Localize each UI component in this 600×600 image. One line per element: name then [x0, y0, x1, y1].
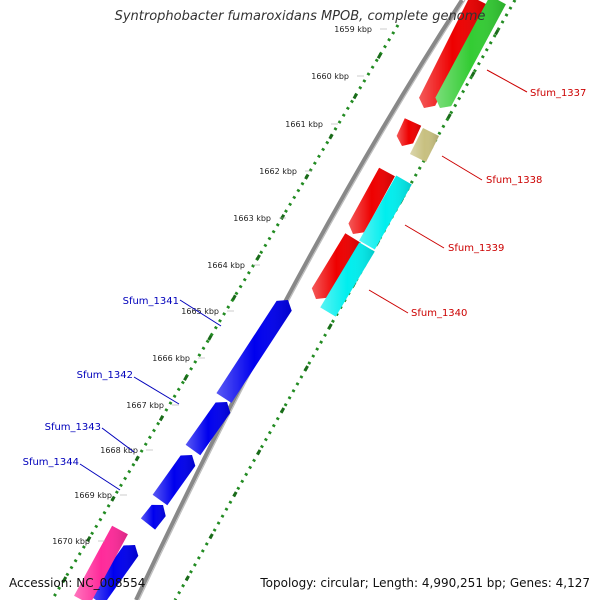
gene-leader-line [101, 427, 135, 453]
gc-dots-inner-dash [134, 455, 140, 462]
gc-dots-inner-dash [231, 294, 237, 301]
feature-cyan-1-shading [359, 175, 412, 250]
gene-label-sfum_1342: Sfum_1342 [77, 370, 133, 381]
backbone-arc [134, 0, 464, 600]
feature-cyan-2-shading [320, 242, 375, 317]
gc-dots-inner-dash [207, 334, 213, 341]
feature-sfum-1344-shading [140, 504, 166, 530]
tick-label: 1665 kbp [181, 307, 219, 316]
map-title: Syntrophobacter fumaroxidans MPOB, compl… [114, 9, 486, 24]
feature-blue-bottom-shading [88, 545, 139, 600]
tick-label: 1662 kbp [259, 167, 297, 176]
feature-olive-shading [410, 128, 439, 162]
gc-dots-outer-dash [470, 71, 476, 78]
gc-dots-inner-dash [352, 93, 358, 100]
tick-label: 1661 kbp [285, 120, 323, 129]
gc-dots-inner-dash [304, 173, 310, 180]
feature-sfum-1340-shading [311, 233, 361, 299]
gene-label-sfum_1344: Sfum_1344 [23, 457, 79, 468]
gene-leader-line [179, 299, 222, 327]
tick-label: 1663 kbp [233, 214, 271, 223]
tick-label: 1669 kbp [74, 491, 112, 500]
gc-dots-inner-dash [255, 254, 261, 261]
gene-leader-line [486, 69, 528, 93]
gc-dots-outer-dash [327, 323, 333, 330]
tick-label: 1659 kbp [334, 25, 372, 34]
gene-label-sfum_1343: Sfum_1343 [45, 422, 101, 433]
feature-sfum-1343-shading [152, 455, 196, 506]
tick-label: 1666 kbp [152, 354, 190, 363]
feature-sfum-1342-shading [185, 402, 231, 456]
feature-sfum-1341-shading [216, 300, 292, 403]
gene-leader-line [133, 376, 180, 405]
gc-dots-outer-dash [494, 29, 500, 36]
gc-dots-outer-dash [208, 533, 214, 540]
gc-dots-outer-dash [256, 449, 262, 456]
gene-label-sfum_1338: Sfum_1338 [486, 175, 542, 186]
kbp-tick-labels: 1659 kbp 1660 kbp 1661 kbp 1662 kbp 1663 kbp… [52, 25, 387, 546]
feature-green-shading [435, 0, 506, 108]
gc-dots-inner-dash [376, 53, 383, 59]
gc-dots-outer-dash [184, 575, 190, 582]
gc-dots-outer-dash [446, 113, 452, 120]
gene-labels: Sfum_1337 Sfum_1338 Sfum_1339 Sfum_1340 Sfum… [23, 69, 586, 491]
gc-dots-inner-dash [62, 576, 68, 583]
gc-dots-inner-dash [86, 536, 92, 542]
gene-leader-line [79, 463, 121, 491]
topology-text: Topology: circular; Length: 4,990,251 bp… [260, 576, 590, 590]
gene-label-sfum_1337: Sfum_1337 [530, 88, 586, 99]
tick-label: 1660 kbp [311, 72, 349, 81]
gc-dots-outer-dash [303, 365, 309, 372]
gene-leader-line [441, 155, 483, 181]
gc-dots-inner [50, 24, 400, 600]
gc-dots-inner-dash [158, 415, 165, 422]
tick-label: 1668 kbp [100, 446, 138, 455]
gene-label-sfum_1339: Sfum_1339 [448, 243, 504, 254]
tick-label: 1670 kbp [52, 537, 90, 546]
gene-leader-line [404, 224, 445, 249]
feature-sfum-1338-shading [396, 118, 422, 146]
gc-dots-outer-dash [232, 491, 238, 498]
gc-dots-inner-dash [280, 214, 286, 220]
gc-dots-inner-dash [183, 375, 189, 381]
genome-backbone [134, 0, 466, 600]
gc-dots-inner-dash [328, 133, 334, 140]
gene-leader-line [368, 289, 409, 314]
tick-label: 1667 kbp [126, 401, 164, 410]
backbone-highlight [138, 0, 466, 600]
feature-pink-shading [74, 525, 128, 600]
gene-label-sfum_1341: Sfum_1341 [123, 296, 179, 307]
gc-dots-outer-dash [279, 407, 286, 414]
gc-dots-inner-dash [110, 495, 116, 502]
feature-track [74, 0, 506, 600]
accession-text: Accession: NC_008554 [9, 576, 146, 590]
feature-sfum-1337-shading [419, 0, 486, 108]
gene-label-sfum_1340: Sfum_1340 [411, 308, 467, 319]
tick-label: 1664 kbp [207, 261, 245, 270]
feature-sfum-1339-shading [348, 167, 395, 234]
